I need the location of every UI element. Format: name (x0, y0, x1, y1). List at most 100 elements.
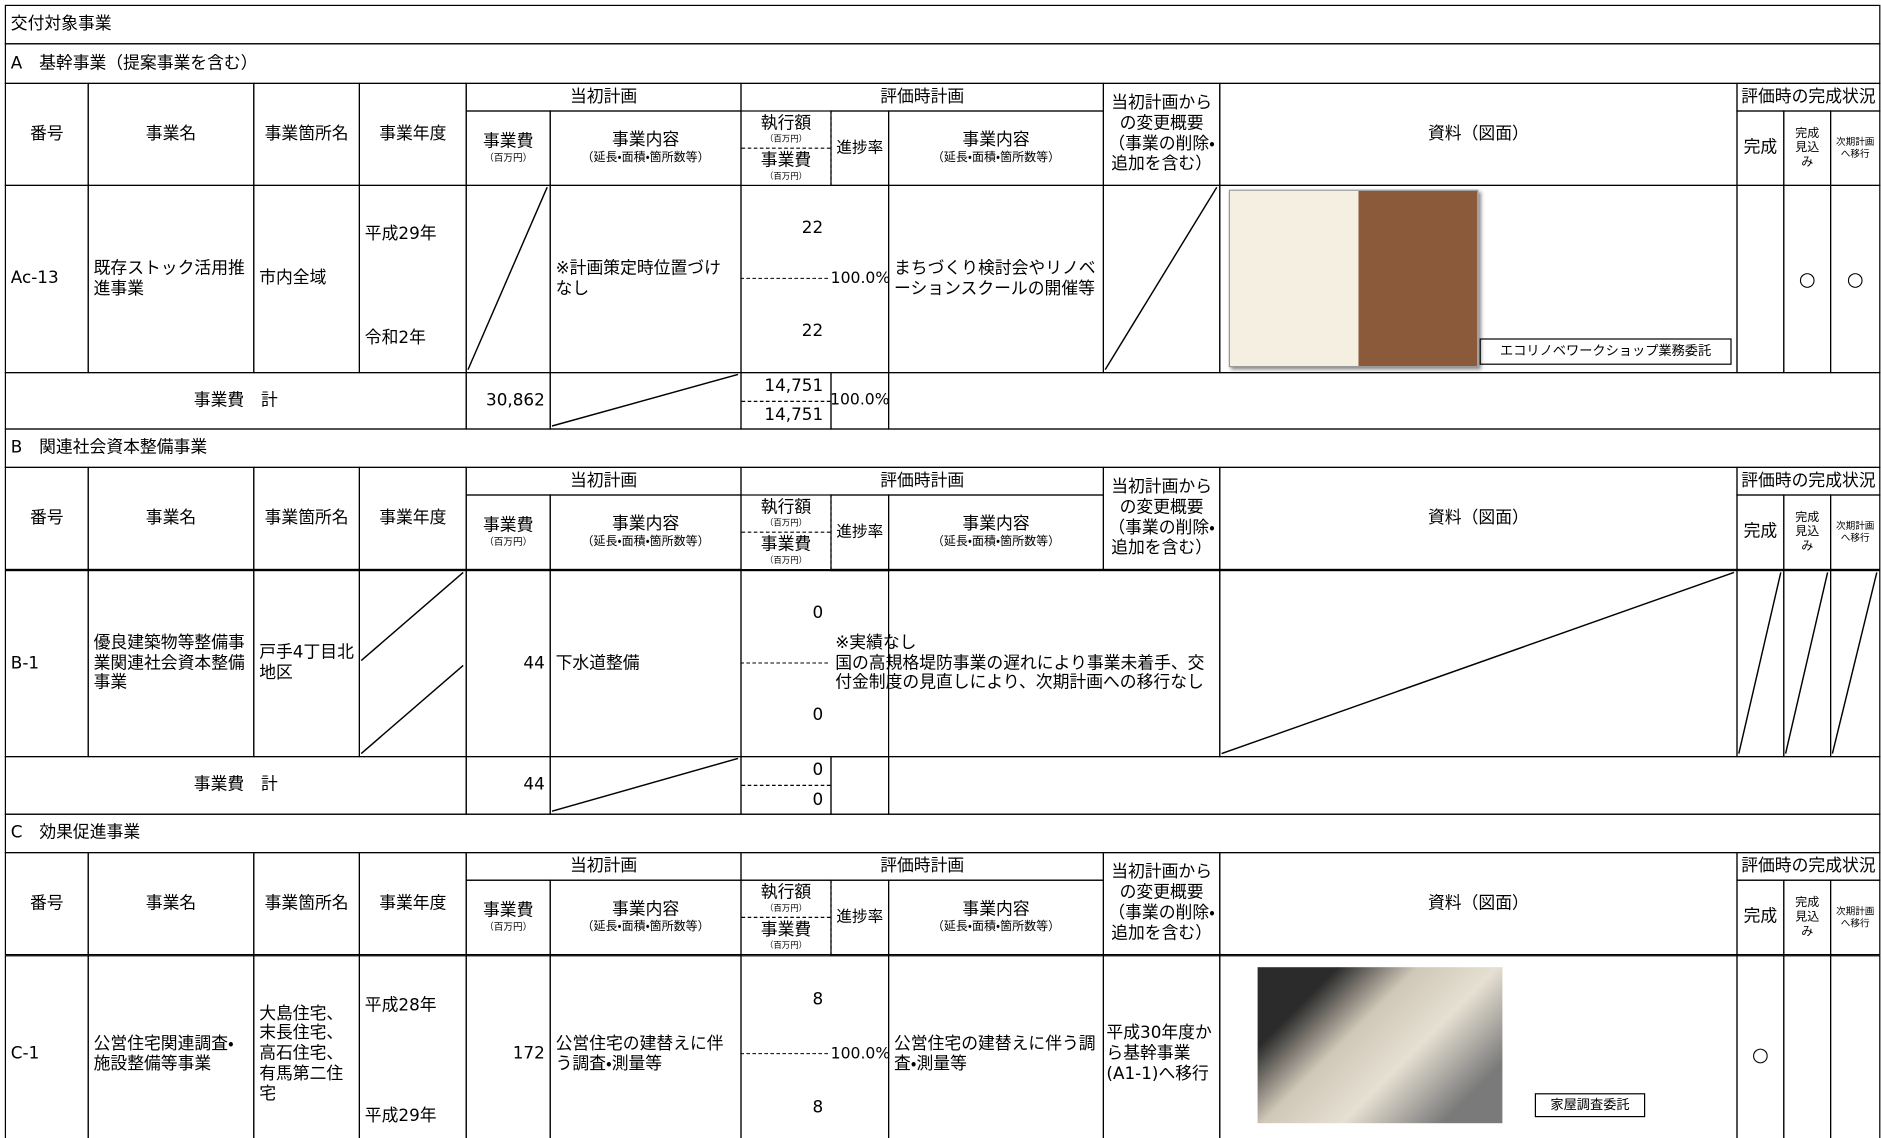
header-year: 事業年度 (358, 82, 467, 186)
row-place: 戸手4丁目北地区 (253, 570, 360, 758)
header-place: 事業箇所名 (253, 466, 360, 570)
row-year: 平成29年令和2年 (358, 184, 467, 374)
row-no: C-1 (4, 955, 89, 1138)
header-text: 執行額 (760, 498, 812, 518)
header-material: 資料（図面） (1219, 466, 1738, 570)
header-eval-content: 事業内容 （延長・面積・箇所数等） (888, 879, 1104, 956)
header-expected: 完成見込み (1783, 879, 1832, 956)
header-eval-plan: 評価時計画 (740, 852, 1104, 881)
year-text: 平成29年 (364, 224, 437, 244)
header-progress: 進捗率 (830, 110, 890, 186)
header-cost-box: 事業費 （百万円） (742, 148, 831, 185)
header-text: 事業内容 (962, 130, 1030, 151)
row-content: ※計画策定時位置づけなし (549, 184, 742, 374)
exec-amount: 0 (741, 757, 831, 787)
header-text: 事業費 (760, 920, 812, 940)
header-text: 事業内容 (612, 130, 680, 151)
header-exec-box: 執行額 （百万円） (741, 496, 831, 533)
header-text: 事業費 (760, 535, 812, 555)
year-text: 令和2年 (364, 328, 426, 349)
row-expected (1783, 570, 1832, 758)
header-note: （延長・面積・箇所数等） (581, 535, 710, 549)
flyer-image (1228, 189, 1479, 368)
row-next (1830, 570, 1881, 758)
row-material: エコリノベワークショップ業務委託 (1219, 184, 1738, 374)
header-exec: 執行額 （百万円） 事業費 （百万円） (740, 494, 832, 570)
row-done: ○ (1736, 955, 1785, 1138)
row-name: 公営住宅関連調査・施設整備等事業 (87, 955, 255, 1138)
header-note: （延長・面積・箇所数等） (581, 151, 710, 165)
header-place: 事業箇所名 (253, 852, 360, 956)
total-exec: 14,751 14,751 (740, 372, 832, 430)
header-text: 事業費 (483, 516, 534, 536)
header-progress: 進捗率 (830, 494, 890, 570)
row-material: 家屋調査委託 (1219, 955, 1738, 1138)
row-name: 優良建築物等整備事業関連社会資本整備事業 (87, 570, 255, 758)
header-exec-box: 執行額 （百万円） (741, 112, 831, 149)
header-text: 事業費 (483, 132, 534, 152)
header-cost: 事業費 （百万円） (465, 110, 551, 186)
header-initial-plan: 当初計画 (465, 466, 742, 496)
header-unit: （百万円） (765, 555, 808, 566)
header-note: （延長・面積・箇所数等） (931, 920, 1061, 934)
header-text: 事業費 (760, 151, 812, 171)
header-next: 次期計画へ移行 (1830, 110, 1881, 186)
row-exec: 22 22 100.0% (740, 184, 890, 374)
exec-cost: 14,751 (764, 405, 824, 425)
row-next (1830, 955, 1881, 1138)
header-change: 当初計画からの変更概要（事業の削除・追加を含む） (1102, 852, 1221, 956)
header-unit: （百万円） (484, 921, 533, 933)
header-eval-content: 事業内容 （延長・面積・箇所数等） (888, 110, 1104, 186)
row-cost (465, 184, 551, 374)
row-content: 下水道整備 (549, 570, 742, 758)
header-content: 事業内容 （延長・面積・箇所数等） (549, 879, 742, 956)
photo-image (1257, 967, 1503, 1124)
row-exec: 8 8 100.0% (740, 955, 891, 1138)
row-no: Ac-13 (4, 184, 89, 374)
header-exec: 執行額 （百万円） 事業費 （百万円） (740, 879, 832, 956)
header-change: 当初計画からの変更概要（事業の削除・追加を含む） (1102, 82, 1221, 186)
header-year: 事業年度 (358, 852, 467, 956)
header-status: 評価時の完成状況 (1736, 852, 1881, 881)
header-eval-content: 事業内容 （延長・面積・箇所数等） (888, 494, 1104, 570)
header-text: 事業内容 (612, 900, 680, 920)
total-blank (888, 372, 1881, 430)
total-cost: 44 (465, 756, 551, 815)
total-progress: 100.0% (830, 372, 890, 430)
total-content (549, 756, 742, 815)
header-name: 事業名 (87, 466, 255, 570)
header-note: （延長・面積・箇所数等） (931, 535, 1061, 549)
note-text: ※実績なし (835, 633, 917, 653)
row-cost: 172 (465, 955, 551, 1138)
header-next: 次期計画へ移行 (1830, 879, 1881, 956)
header-eval-plan: 評価時計画 (740, 466, 1104, 496)
note-text: 国の高規格堤防事業の遅れにより事業未着手、交付金制度の見直しにより、次期計画への… (835, 653, 1205, 693)
header-status: 評価時の完成状況 (1736, 82, 1881, 112)
header-text: 事業内容 (962, 514, 1030, 535)
exec-cost: 8 (812, 1098, 824, 1118)
header-unit: （百万円） (484, 536, 533, 548)
header-text: 事業内容 (612, 514, 680, 535)
header-unit: （百万円） (765, 903, 808, 914)
header-text: 事業内容 (962, 900, 1030, 920)
caption: 家屋調査委託 (1534, 1093, 1646, 1118)
header-done: 完成 (1736, 494, 1785, 570)
row-change (1102, 184, 1221, 374)
progress: 100.0% (830, 1044, 891, 1063)
total-content (549, 372, 742, 430)
total-label: 事業費 計 (4, 756, 467, 815)
section-label: C 効果促進事業 (4, 813, 1881, 854)
year-text: 平成29年 (364, 1106, 437, 1126)
header-no: 番号 (4, 466, 89, 570)
row-material (1219, 570, 1738, 758)
row-done (1736, 570, 1785, 758)
header-unit: （百万円） (765, 518, 808, 528)
total-label: 事業費 計 (4, 372, 467, 430)
header-name: 事業名 (87, 82, 255, 186)
row-cost: 44 (465, 570, 551, 758)
total-progress (830, 756, 890, 815)
row-content: 公営住宅の建替えに伴う調査・測量等 (549, 955, 742, 1138)
section-label: A 基幹事業（提案事業を含む） (4, 43, 1881, 84)
